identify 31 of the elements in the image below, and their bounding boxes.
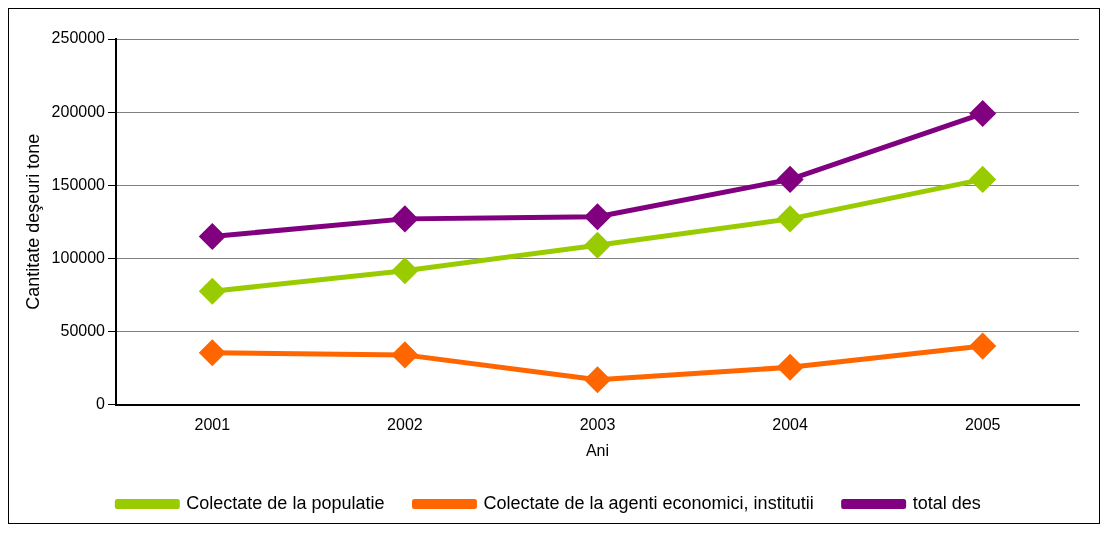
x-tick-label: 2001	[194, 415, 231, 433]
point	[585, 232, 610, 258]
x-tick-label: 2003	[579, 415, 616, 433]
point	[777, 354, 803, 380]
y-axis-title: Cantitate deşeuri tone	[22, 133, 43, 310]
point	[585, 367, 610, 393]
point	[777, 166, 803, 192]
x-tick-label: 2004	[772, 415, 808, 433]
y-tick-label: 100000	[51, 248, 106, 266]
point	[585, 204, 610, 230]
x-tick-label: 2002	[387, 415, 423, 433]
legend-label: Colectate de la populatie	[186, 492, 385, 513]
legend-label: Colectate de la agenti economici, institutii	[483, 492, 814, 513]
legend-label: total des	[912, 492, 981, 513]
point	[199, 340, 225, 366]
y-tick-label: 150000	[51, 175, 106, 193]
point	[970, 333, 996, 359]
point	[392, 206, 418, 232]
point	[199, 278, 225, 304]
x-tick-label: 2005	[964, 415, 1001, 433]
point	[392, 342, 418, 368]
point	[199, 223, 225, 249]
point	[392, 258, 418, 284]
point	[970, 166, 996, 192]
point	[777, 206, 803, 232]
y-tick-label: 50000	[60, 321, 106, 339]
point	[970, 101, 996, 127]
y-tick-label: 0	[96, 395, 106, 413]
y-tick-label: 200000	[51, 102, 106, 120]
x-axis-title: Ani	[585, 441, 610, 459]
y-tick-label: 250000	[51, 29, 106, 47]
